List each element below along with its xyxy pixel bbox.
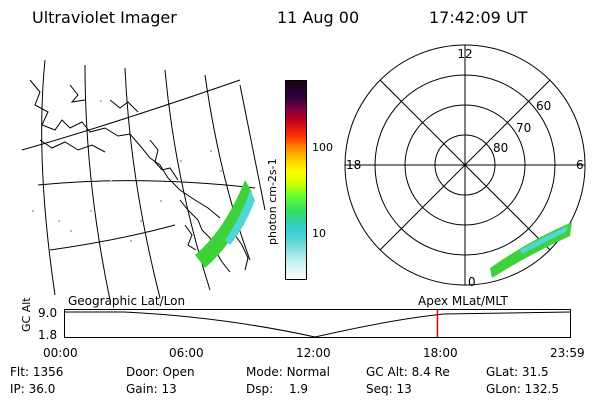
date-label: 11 Aug 00 (277, 8, 360, 27)
mlt-label-18: 18 (346, 158, 361, 172)
timeline-ytick-low: 1.8 (38, 328, 58, 342)
timeline-xtick-0000: 00:00 (43, 346, 78, 360)
mlt-label-12: 12 (457, 47, 472, 61)
door-value: Open (162, 365, 195, 379)
mode-info: Mode: Normal (246, 365, 330, 379)
gain-value: 13 (161, 382, 177, 396)
dsp-info: Dsp: 1.9 (246, 382, 308, 396)
mode-label: Mode: (246, 365, 283, 379)
polar-grid (344, 44, 586, 286)
timeline-xtick-1800: 18:00 (423, 346, 458, 360)
glat-value: 31.5 (521, 365, 549, 379)
seq-info: Seq: 13 (366, 382, 412, 396)
lat-label-80: 80 (493, 141, 508, 155)
map-grid (21, 59, 266, 300)
mlt-label-6: 6 (576, 158, 584, 172)
gain-info: Gain: 13 (126, 382, 177, 396)
glon-label: GLon: (486, 382, 521, 396)
apex-projection-label: Apex MLat/MLT (418, 294, 508, 308)
coastlines (29, 79, 249, 273)
gcalt-info: GC Alt: 8.4 Re (366, 365, 450, 379)
timeline-xtick-0600: 06:00 (169, 346, 204, 360)
door-label: Door: (126, 365, 159, 379)
auroral-core-polar (520, 226, 568, 254)
geographic-map (21, 59, 266, 300)
flt-label: Flt: (10, 365, 29, 379)
mode-value: Normal (286, 365, 330, 379)
ip-label: IP: (10, 382, 25, 396)
flt-info: Flt: 1356 (10, 365, 63, 379)
timeline-xtick-2359: 23:59 (550, 346, 585, 360)
door-info: Door: Open (126, 365, 195, 379)
flt-value: 1356 (32, 365, 64, 379)
polar-mlt-plot: 12 18 6 0 60 70 80 (344, 44, 586, 289)
timeline-frame (64, 309, 571, 338)
timeline-ytick-high: 9.0 (38, 306, 58, 320)
dsp-label: Dsp: (246, 382, 274, 396)
gain-label: Gain: (126, 382, 158, 396)
noise-speckles (32, 100, 222, 242)
time-label: 17:42:09 UT (429, 8, 528, 27)
seq-value: 13 (396, 382, 412, 396)
altitude-curve (65, 311, 571, 338)
colorbar-label: photon cm-2s-1 (266, 158, 279, 245)
color-bar (285, 80, 307, 280)
colorbar-tick-100: 100 (312, 141, 333, 154)
instrument-title: Ultraviolet Imager (32, 8, 177, 27)
glon-value: 132.5 (524, 382, 559, 396)
glon-info: GLon: 132.5 (486, 382, 559, 396)
glat-label: GLat: (486, 365, 519, 379)
ip-value: 36.0 (28, 382, 56, 396)
lat-label-60: 60 (536, 99, 551, 113)
ip-info: IP: 36.0 (10, 382, 55, 396)
gcalt-label: GC Alt: (366, 365, 408, 379)
timeline-xtick-1200: 12:00 (296, 346, 331, 360)
timeline-axis-label: GC Alt (20, 297, 33, 332)
geographic-projection-label: Geographic Lat/Lon (68, 294, 186, 308)
seq-label: Seq: (366, 382, 393, 396)
lat-label-70: 70 (516, 121, 531, 135)
mlt-label-0: 0 (468, 275, 476, 289)
glat-info: GLat: 31.5 (486, 365, 549, 379)
colorbar-tick-10: 10 (312, 227, 326, 240)
dsp-value: 1.9 (288, 382, 309, 396)
auroral-core-geographic (225, 190, 255, 245)
altitude-timeline (64, 309, 571, 338)
gcalt-value: 8.4 Re (411, 365, 450, 379)
auroral-oval-geographic (195, 180, 252, 268)
